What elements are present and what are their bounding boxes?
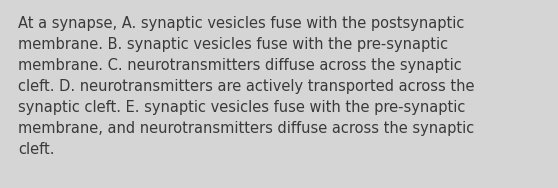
Text: At a synapse, A. synaptic vesicles fuse with the postsynaptic: At a synapse, A. synaptic vesicles fuse … xyxy=(18,16,464,31)
Text: membrane. B. synaptic vesicles fuse with the pre-synaptic: membrane. B. synaptic vesicles fuse with… xyxy=(18,37,448,52)
Text: cleft. D. neurotransmitters are actively transported across the: cleft. D. neurotransmitters are actively… xyxy=(18,79,474,94)
Text: membrane, and neurotransmitters diffuse across the synaptic: membrane, and neurotransmitters diffuse … xyxy=(18,121,474,136)
Text: cleft.: cleft. xyxy=(18,142,55,157)
Text: membrane. C. neurotransmitters diffuse across the synaptic: membrane. C. neurotransmitters diffuse a… xyxy=(18,58,462,73)
Text: synaptic cleft. E. synaptic vesicles fuse with the pre-synaptic: synaptic cleft. E. synaptic vesicles fus… xyxy=(18,100,465,115)
